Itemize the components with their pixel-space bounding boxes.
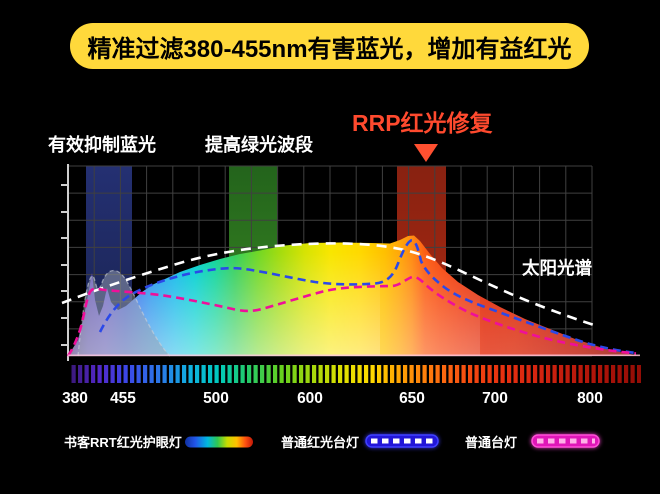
svg-text:380: 380 (62, 390, 88, 407)
svg-text:650: 650 (399, 390, 425, 407)
svg-text:800: 800 (577, 390, 603, 407)
svg-text:太阳光谱: 太阳光谱 (522, 258, 592, 278)
svg-text:普通台灯: 普通台灯 (465, 435, 517, 450)
svg-text:600: 600 (297, 390, 323, 407)
svg-text:500: 500 (203, 390, 229, 407)
svg-text:书客RRT红光护眼灯: 书客RRT红光护眼灯 (64, 435, 182, 450)
svg-text:普通红光台灯: 普通红光台灯 (281, 435, 359, 450)
svg-text:455: 455 (110, 390, 136, 407)
svg-text:700: 700 (482, 390, 508, 407)
